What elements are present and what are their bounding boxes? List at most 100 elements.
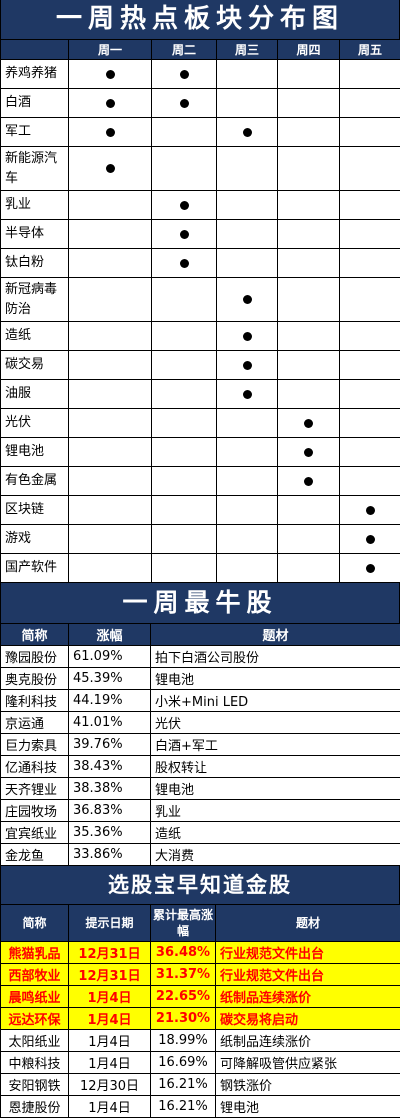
sector-name: 新能源汽车 — [1, 147, 69, 191]
day-cell — [340, 438, 400, 467]
day-cell — [217, 191, 278, 220]
hot-sector-body: 养鸡养猪白酒军工新能源汽车乳业半导体钛白粉新冠病毒防治造纸碳交易油服光伏锂电池有… — [1, 60, 400, 583]
sector-name: 新冠病毒防治 — [1, 278, 69, 322]
hot-sector-title: 一周热点板块分布图 — [0, 0, 400, 39]
max-gain: 18.99% — [151, 1030, 216, 1052]
gain-percent: 44.19% — [69, 690, 151, 712]
theme: 光伏 — [151, 712, 400, 734]
sector-name: 区块链 — [1, 496, 69, 525]
theme: 拍下白酒公司股份 — [151, 646, 400, 668]
sector-name: 造纸 — [1, 322, 69, 351]
sector-name: 养鸡养猪 — [1, 60, 69, 89]
column-header: 题材 — [151, 624, 400, 646]
stock-name: 庄园牧场 — [1, 800, 69, 822]
day-cell — [278, 220, 340, 249]
day-cell — [278, 322, 340, 351]
top-stocks-header-row: 简称 涨幅 题材 — [1, 624, 400, 646]
day-cell — [69, 322, 152, 351]
theme: 造纸 — [151, 822, 400, 844]
stock-name: 西部牧业 — [1, 964, 69, 986]
stock-name: 熊猫乳品 — [1, 942, 69, 964]
sector-row: 白酒 — [1, 89, 400, 118]
day-cell — [69, 380, 152, 409]
theme: 可降解吸管供应紧张 — [216, 1052, 400, 1074]
stock-name: 中粮科技 — [1, 1052, 69, 1074]
day-cell — [69, 525, 152, 554]
hot-dot-icon — [366, 506, 375, 515]
day-cell — [340, 467, 400, 496]
alert-date: 12月31日 — [69, 964, 151, 986]
day-cell — [278, 554, 340, 583]
day-cell — [340, 380, 400, 409]
day-cell — [217, 554, 278, 583]
day-cell — [69, 60, 152, 89]
gain-percent: 41.01% — [69, 712, 151, 734]
gain-percent: 38.43% — [69, 756, 151, 778]
day-cell — [278, 380, 340, 409]
theme: 小米+Mini LED — [151, 690, 400, 712]
day-cell — [278, 525, 340, 554]
day-cell — [340, 409, 400, 438]
day-cell — [340, 322, 400, 351]
theme: 钢铁涨价 — [216, 1074, 400, 1096]
alert-date: 1月4日 — [69, 1052, 151, 1074]
hot-dot-icon — [106, 128, 115, 137]
theme: 锂电池 — [216, 1096, 400, 1118]
golden-stocks-header-row: 简称 提示日期 累计最高涨幅 题材 — [1, 905, 400, 942]
hot-sector-table: 周一 周二 周三 周四 周五 养鸡养猪白酒军工新能源汽车乳业半导体钛白粉新冠病毒… — [0, 39, 400, 583]
hot-sector-header-row: 周一 周二 周三 周四 周五 — [1, 40, 400, 60]
sector-name: 半导体 — [1, 220, 69, 249]
hot-dot-icon — [180, 230, 189, 239]
theme: 大消费 — [151, 844, 400, 866]
hot-dot-icon — [106, 99, 115, 108]
hot-dot-icon — [366, 564, 375, 573]
day-cell — [278, 496, 340, 525]
day-cell — [278, 191, 340, 220]
stock-name: 天齐锂业 — [1, 778, 69, 800]
alert-date: 12月30日 — [69, 1074, 151, 1096]
day-cell — [217, 438, 278, 467]
max-gain: 36.48% — [151, 942, 216, 964]
column-header: 题材 — [216, 905, 400, 942]
column-header: 涨幅 — [69, 624, 151, 646]
max-gain: 16.69% — [151, 1052, 216, 1074]
stock-name: 恩捷股份 — [1, 1096, 69, 1118]
day-cell — [278, 278, 340, 322]
day-header: 周一 — [69, 40, 152, 60]
day-cell — [340, 249, 400, 278]
day-cell — [340, 525, 400, 554]
max-gain: 21.30% — [151, 1008, 216, 1030]
day-cell — [69, 249, 152, 278]
corner-cell — [1, 40, 69, 60]
hot-dot-icon — [243, 361, 252, 370]
sector-name: 油服 — [1, 380, 69, 409]
sector-name: 锂电池 — [1, 438, 69, 467]
day-cell — [278, 467, 340, 496]
gain-percent: 36.83% — [69, 800, 151, 822]
day-cell — [217, 89, 278, 118]
day-cell — [340, 118, 400, 147]
day-cell — [217, 278, 278, 322]
stock-name: 亿通科技 — [1, 756, 69, 778]
sector-row: 半导体 — [1, 220, 400, 249]
day-cell — [217, 220, 278, 249]
day-cell — [152, 380, 217, 409]
stock-name: 金龙鱼 — [1, 844, 69, 866]
theme: 锂电池 — [151, 778, 400, 800]
max-gain: 31.37% — [151, 964, 216, 986]
theme: 白酒+军工 — [151, 734, 400, 756]
day-cell — [278, 351, 340, 380]
theme: 碳交易将启动 — [216, 1008, 400, 1030]
max-gain: 16.21% — [151, 1096, 216, 1118]
top-stocks-title: 一周最牛股 — [0, 583, 400, 623]
day-cell — [340, 147, 400, 191]
